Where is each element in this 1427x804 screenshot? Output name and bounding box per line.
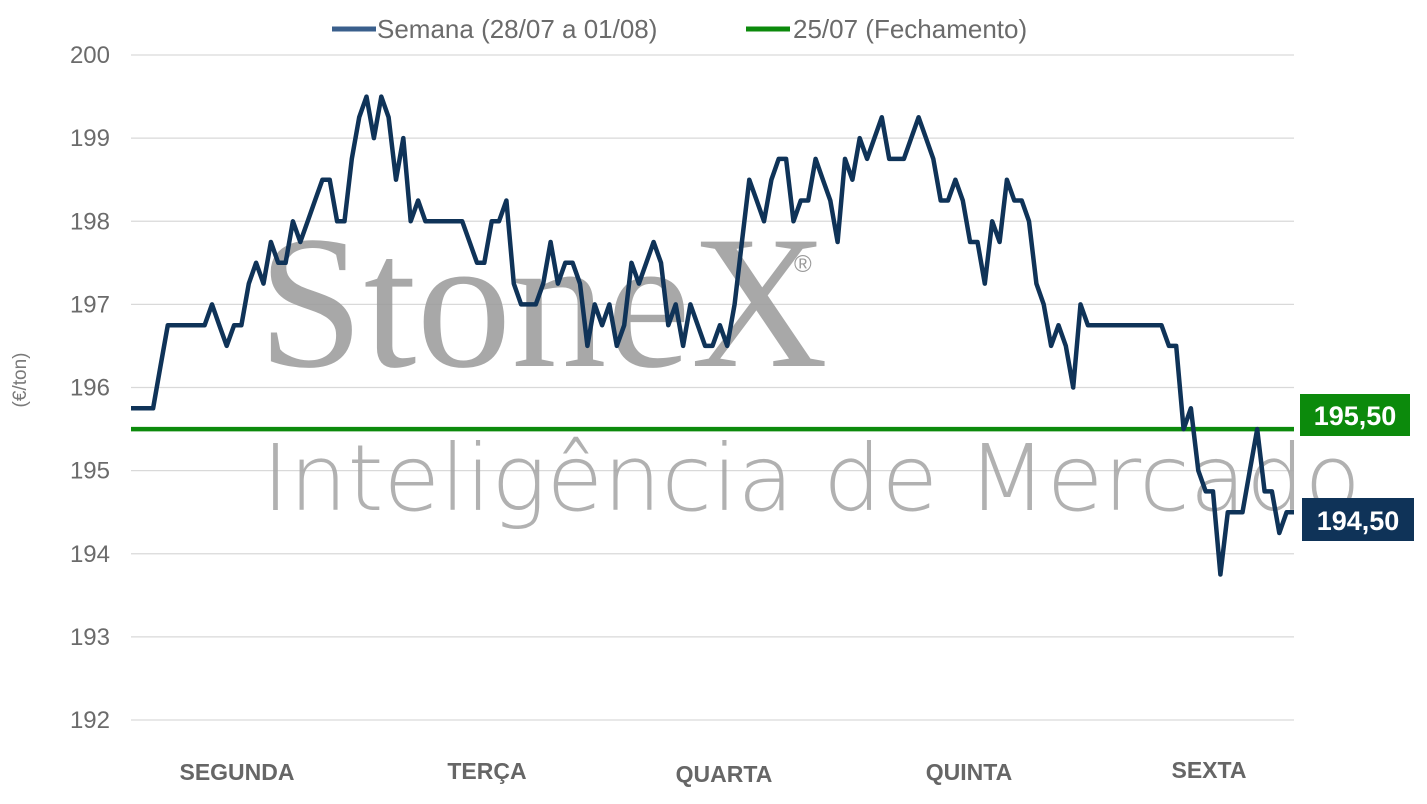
y-axis-label: (€/ton) [10, 353, 31, 408]
end-label-close-box [1300, 394, 1410, 436]
end-label-week-box [1302, 498, 1414, 541]
y-tick-200: 200 [70, 42, 110, 69]
y-tick-196: 196 [70, 375, 110, 402]
series-line-week [131, 94, 1294, 577]
x-tick-sexta: SEXTA [1172, 757, 1247, 783]
legend: Semana (28/07 a 01/08) 25/07 (Fechamento… [332, 14, 1027, 44]
x-tick-terça: TERÇA [447, 758, 526, 784]
y-tick-labels: 200 199 198 197 196 195 194 193 192 [70, 42, 110, 734]
y-tick-194: 194 [70, 541, 110, 568]
x-tick-labels: SEGUNDA TERÇA QUARTA QUINTA SEXTA [179, 757, 1246, 787]
stonex-watermark: StoneX ® Inteligência de Mercado [258, 198, 1361, 532]
y-tick-199: 199 [70, 125, 110, 152]
y-tick-195: 195 [70, 458, 110, 485]
x-tick-quinta: QUINTA [926, 759, 1012, 785]
x-tick-quarta: QUARTA [676, 761, 773, 787]
end-label-close-text: 195,50 [1314, 401, 1397, 431]
y-tick-192: 192 [70, 707, 110, 734]
y-tick-193: 193 [70, 624, 110, 651]
end-label-close: 195,50 [1300, 394, 1410, 436]
watermark-registered: ® [794, 251, 812, 278]
y-gridlines [131, 54, 1294, 721]
series-layer [131, 94, 1294, 577]
end-label-week: 194,50 [1302, 498, 1414, 541]
y-tick-197: 197 [70, 291, 110, 318]
end-label-week-text: 194,50 [1317, 506, 1400, 536]
legend-label-week: Semana (28/07 a 01/08) [377, 14, 657, 44]
legend-label-close: 25/07 (Fechamento) [793, 14, 1027, 44]
x-tick-segunda: SEGUNDA [179, 759, 294, 785]
y-tick-198: 198 [70, 208, 110, 235]
watermark-subtitle: Inteligência de Mercado [262, 425, 1361, 532]
